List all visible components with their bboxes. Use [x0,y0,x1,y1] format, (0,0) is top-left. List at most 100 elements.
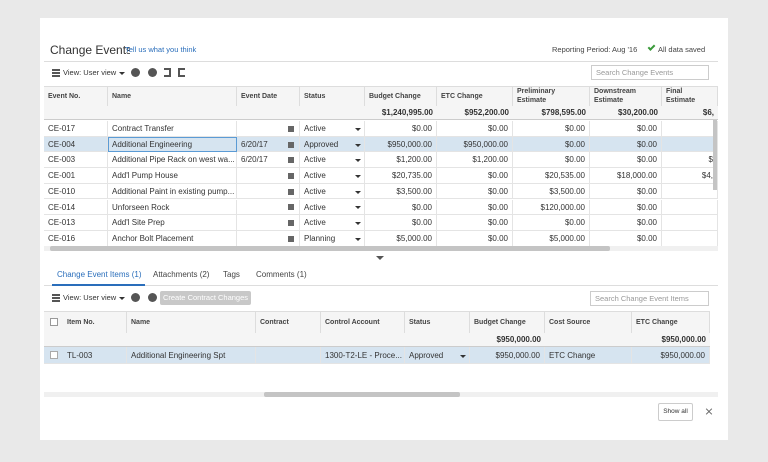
create-button[interactable]: Create Contract Changes [160,291,251,305]
status-caret[interactable] [355,128,361,134]
add-button[interactable] [131,293,140,302]
feedback-link[interactable]: Tell us what you think [125,44,215,56]
table-cell: $0.00 [437,168,513,184]
status-caret[interactable] [355,206,361,212]
column-header[interactable]: Status [405,311,470,333]
column-header[interactable]: Final Estimate [662,86,718,106]
table-cell: $4, [662,168,718,184]
status-caret[interactable] [355,159,361,165]
table-cell [256,347,321,364]
status-caret[interactable] [355,238,361,244]
column-header[interactable]: Cost Source [545,311,632,333]
tab[interactable]: Change Event Items (1) [57,268,147,282]
column-header[interactable]: ETC Change [437,86,513,106]
column-header[interactable]: Budget Change [470,311,545,333]
reporting-period: Reporting Period: Aug '16 [552,44,647,56]
calendar-icon[interactable] [288,142,294,148]
table-cell: $0.00 [513,137,590,153]
calendar-icon[interactable] [288,220,294,226]
search-events[interactable]: Search Change Events [591,65,709,80]
calendar-icon[interactable] [288,126,294,132]
table-cell: $1,200.00 [437,152,513,168]
column-header[interactable]: Event No. [44,86,108,106]
table-cell: Additional Engineering [108,137,237,153]
table-cell: $0.00 [590,215,662,231]
dropdown-caret [119,72,125,78]
table-cell: $5,000.00 [513,231,590,247]
status-caret[interactable] [460,355,466,361]
table-cell: Unforseen Rock [108,200,237,216]
header-checkbox[interactable] [50,318,58,326]
tab[interactable]: Comments (1) [256,268,311,282]
divider [44,61,718,62]
calendar-icon[interactable] [288,173,294,179]
table-cell: $950,000.00 [437,137,513,153]
total-cell: $1,240,995.00 [365,106,437,120]
status-caret[interactable] [355,191,361,197]
total-cell: $950,000.00 [470,333,545,347]
table-cell: Additional Engineering Spt [127,347,256,364]
h-scroll-thumb [264,392,460,397]
table-cell: $0.00 [590,152,662,168]
calendar-icon[interactable] [288,204,294,210]
grid-icon [52,294,60,302]
import-icon[interactable] [164,68,171,77]
table-cell: $120,000.00 [513,200,590,216]
table-cell: $3,500.00 [513,184,590,200]
view-selector[interactable]: View: User view [63,292,121,304]
table-cell: $0.00 [437,184,513,200]
table-cell: $0.00 [590,184,662,200]
table-cell: Additional Pipe Rack on west wa... [108,152,237,168]
table-cell: $0.00 [437,121,513,137]
calendar-icon[interactable] [288,236,294,242]
table-cell: $5,000.00 [365,231,437,247]
tab-divider [44,285,718,286]
table-cell: $950,000.00 [365,137,437,153]
tab-active-underline [52,284,145,286]
total-cell: $950,000.00 [632,333,710,347]
view-selector[interactable]: View: User view [63,67,121,79]
table-cell: $0.00 [365,200,437,216]
total-cell: $798,595.00 [513,106,590,120]
table-cell: CE-016 [44,231,108,247]
table-cell: Add'l Pump House [108,168,237,184]
add-button[interactable] [131,68,140,77]
column-header[interactable]: Event Date [237,86,300,106]
column-header[interactable]: Budget Change [365,86,437,106]
tab[interactable]: Attachments (2) [153,268,218,282]
column-header[interactable]: Control Account [321,311,405,333]
calendar-icon[interactable] [288,157,294,163]
table-cell [662,137,718,153]
column-header[interactable]: Name [108,86,237,106]
settings-button[interactable] [148,293,157,302]
column-header[interactable]: Item No. [63,311,127,333]
settings-button[interactable] [148,68,157,77]
table-cell: $18,000.00 [590,168,662,184]
table-cell [662,200,718,216]
status-caret[interactable] [355,222,361,228]
table-cell: $0.00 [437,200,513,216]
column-header[interactable]: Downstream Estimate [590,86,662,106]
splitter-handle[interactable] [376,256,384,264]
table-cell: CE-003 [44,152,108,168]
row-checkbox[interactable] [50,351,58,359]
show-all-button[interactable]: Show all [658,403,693,421]
table-cell: CE-004 [44,137,108,153]
table-cell: CE-010 [44,184,108,200]
page-title: Change Events [50,42,130,58]
column-header[interactable]: Name [127,311,256,333]
table-cell [662,231,718,247]
table-cell: $20,535.00 [513,168,590,184]
search-items[interactable]: Search Change Event Items [590,291,709,306]
tab[interactable]: Tags [223,268,248,282]
column-header[interactable]: ETC Change [632,311,710,333]
table-cell: $0.00 [513,215,590,231]
column-header[interactable]: Contract [256,311,321,333]
column-header[interactable]: Status [300,86,365,106]
status-caret[interactable] [355,175,361,181]
column-header[interactable]: Preliminary Estimate [513,86,590,106]
status-caret[interactable] [355,144,361,150]
export-icon[interactable] [178,68,185,77]
table-cell: $3,500.00 [365,184,437,200]
calendar-icon[interactable] [288,189,294,195]
